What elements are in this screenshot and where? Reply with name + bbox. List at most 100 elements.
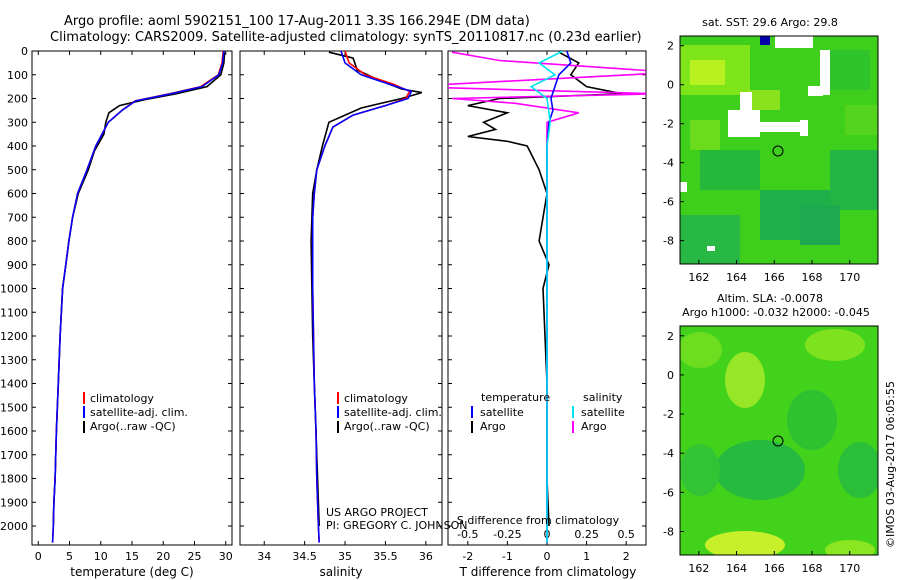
legend-satellite-label: satellite-adj. clim.	[344, 406, 442, 419]
depth-tick-label: 1400	[0, 378, 28, 391]
profile-lines-2	[448, 51, 646, 543]
legend-temp-satellite-label: satellite	[480, 406, 524, 419]
map-x-tick-label: 168	[802, 562, 823, 575]
map-x-tick-label: 166	[764, 562, 785, 575]
depth-tick-label: 1100	[0, 306, 28, 319]
depth-tick-label: 100	[7, 69, 28, 82]
series-line-satellite	[529, 51, 564, 543]
map-y-tick-label: -8	[663, 235, 674, 248]
legend-satellite-label: satellite-adj. clim.	[90, 406, 188, 419]
salinity-axes-frame	[239, 50, 443, 546]
legend-sal-argo-label: Argo	[581, 420, 607, 433]
x-tick-label: 10	[94, 550, 108, 563]
depth-tick-label: 500	[7, 164, 28, 177]
map-x-tick-label: 170	[839, 562, 860, 575]
map-x-tick-label: 162	[688, 271, 709, 284]
depth-tick-label: 900	[7, 259, 28, 272]
x-tick-label: 20	[156, 550, 170, 563]
x-tick-label: 0	[544, 550, 551, 563]
depth-tick-label: 700	[7, 211, 28, 224]
x-tick-label: -2	[462, 550, 473, 563]
series-line-argo	[467, 51, 623, 527]
figure-title-line2: Climatology: CARS2009. Satellite-adjuste…	[50, 30, 642, 45]
sla-map-frame	[679, 325, 879, 556]
map-y-tick-label: 0	[667, 369, 674, 382]
legend-climatology-label: climatology	[90, 392, 154, 405]
map-y-tick-label: -2	[663, 408, 674, 421]
x-tick-label: 15	[125, 550, 139, 563]
map-x-tick-label: 166	[764, 271, 785, 284]
sla-map	[679, 325, 879, 556]
x-tick-label: 1	[583, 550, 590, 563]
map-y-tick-label: 0	[667, 79, 674, 92]
s-diff-tick-label: 0.5	[617, 528, 635, 541]
difference-legend: temperature salinity satellite Argo sate…	[471, 391, 625, 433]
argo-height-title: Argo h1000: -0.032 h2000: -0.045	[682, 306, 870, 319]
sla-argo-location-marker	[772, 435, 784, 447]
temperature-xlabel: temperature (deg C)	[70, 565, 193, 579]
legend-argo-label: Argo(..raw -QC)	[90, 420, 176, 433]
map-x-tick-label: 170	[839, 271, 860, 284]
t-difference-xlabel: T difference from climatology	[459, 565, 637, 579]
depth-tick-label: 400	[7, 140, 28, 153]
depth-tick-label: 200	[7, 93, 28, 106]
map-y-tick-label: 2	[667, 40, 674, 53]
sst-map	[679, 35, 879, 265]
sst-map-texture	[680, 36, 878, 264]
x-tick-label: 2	[623, 550, 630, 563]
legend-sal-satellite-label: satellite	[581, 406, 625, 419]
imos-timestamp: ©IMOS 03-Aug-2017 06:05:55	[884, 381, 897, 548]
map-y-tick-label: -4	[663, 157, 674, 170]
sst-map-frame	[679, 35, 879, 265]
depth-tick-label: 1900	[0, 496, 28, 509]
map-y-tick-label: -6	[663, 196, 674, 209]
map-y-tick-label: -8	[663, 526, 674, 539]
x-tick-label: 5	[66, 550, 73, 563]
salinity-xlabel: salinity	[319, 565, 362, 579]
depth-tick-label: 300	[7, 116, 28, 129]
x-tick-label: 35.5	[373, 550, 398, 563]
depth-tick-label: 1500	[0, 401, 28, 414]
profile-lines-1	[310, 51, 423, 543]
depth-tick-label: 800	[7, 235, 28, 248]
x-tick-label: 25	[188, 550, 202, 563]
depth-tick-label: 1700	[0, 449, 28, 462]
series-line-satellite-adj-clim-	[51, 51, 225, 543]
s-diff-tick-label: 0.25	[574, 528, 599, 541]
s-diff-tick-label: -0.5	[457, 528, 478, 541]
legend-temp-argo-label: Argo	[480, 420, 506, 433]
map-x-tick-label: 164	[726, 562, 747, 575]
x-tick-label: -1	[502, 550, 513, 563]
map-y-tick-label: -2	[663, 118, 674, 131]
sst-argo-location-marker	[772, 145, 784, 157]
legend-climatology-label: climatology	[344, 392, 408, 405]
series-line-satellite-adj-clim-	[311, 51, 413, 543]
sla-map-texture	[680, 329, 878, 555]
map-x-tick-label: 164	[726, 271, 747, 284]
map-y-tick-label: -6	[663, 486, 674, 499]
x-tick-label: 0	[35, 550, 42, 563]
map-y-tick-label: -4	[663, 447, 674, 460]
sst-map-title: sat. SST: 29.6 Argo: 29.8	[702, 16, 838, 29]
s-difference-xlabel: S difference from climatology	[457, 514, 620, 527]
depth-tick-label: 2000	[0, 520, 28, 533]
depth-tick-label: 0	[21, 45, 28, 58]
legend-salinity-heading: salinity	[583, 391, 623, 404]
sla-map-title: Altim. SLA: -0.0078	[717, 292, 823, 305]
legend-argo-label: Argo(..raw -QC)	[344, 420, 430, 433]
depth-tick-label: 1300	[0, 354, 28, 367]
temperature-axes-frame	[31, 50, 233, 546]
project-name: US ARGO PROJECT	[326, 506, 428, 519]
depth-tick-label: 1200	[0, 330, 28, 343]
x-tick-label: 30	[219, 550, 233, 563]
depth-tick-label: 1600	[0, 425, 28, 438]
legend-temperature-heading: temperature	[481, 391, 550, 404]
map-x-tick-label: 162	[688, 562, 709, 575]
map-y-tick-label: 2	[667, 330, 674, 343]
s-diff-tick-label: -0.25	[493, 528, 521, 541]
depth-tick-label: 1800	[0, 473, 28, 486]
depth-tick-label: 1000	[0, 283, 28, 296]
map-x-tick-label: 168	[802, 271, 823, 284]
profile-lines-0	[51, 51, 226, 543]
